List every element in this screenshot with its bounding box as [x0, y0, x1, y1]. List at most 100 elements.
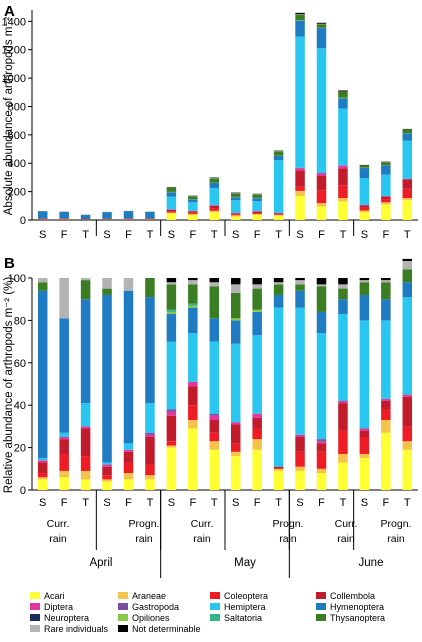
panel-b-bar-9-hymenoptera: [209, 318, 220, 342]
panel-b-bar-13-coleoptera: [295, 451, 305, 467]
panel-a-bar-9-coleoptera: [209, 208, 220, 211]
panel-b-bar-9-coleoptera: [209, 432, 220, 442]
legend-label-collembola: Collembola: [330, 591, 375, 601]
panel-b-bar-11-rare-individuals: [252, 284, 262, 289]
panel-b-bar-6-hymenoptera: [145, 297, 155, 404]
panel-b-bar-7-not-determinable: [166, 278, 177, 283]
panel-b-bar-10-araneae: [230, 451, 241, 457]
panel-a-bar-3-hymenoptera: [80, 215, 91, 220]
panel-a-xtick-label: T: [275, 229, 282, 241]
panel-a-bar-13-coleoptera: [295, 186, 305, 191]
legend-swatch-gastropoda: [118, 603, 128, 610]
panel-b-bar-6-hemiptera: [145, 403, 155, 433]
panel-a-bar-11-collembola: [252, 211, 262, 214]
legend-label-hymenoptera: Hymenoptera: [330, 602, 384, 612]
panel-b-xtick-label: F: [382, 497, 389, 509]
panel-a-bar-17-acari: [381, 204, 391, 220]
panel-a-bar-14-araneae: [316, 202, 327, 207]
panel-b-bar-7-araneae: [166, 445, 177, 448]
panel-a-ytick-label: 1000: [2, 73, 26, 85]
panel-b-bar-17-thysanoptera: [381, 282, 391, 300]
panel-b-bar-11-thysanoptera: [252, 288, 262, 310]
group-label-april-progn-line1: Progn.: [129, 518, 160, 530]
group-label-may-progn-line2: rain: [279, 533, 297, 545]
panel-b-bar-10-acari: [230, 456, 241, 490]
panel-b-bar-9-acari: [209, 449, 220, 490]
panel-b-bar-15-diptera: [338, 400, 348, 404]
panel-b-bar-8-coleoptera: [188, 405, 198, 421]
panel-b-bar-7-thysanoptera: [166, 284, 177, 310]
panel-b-bar-3-coleoptera: [80, 456, 91, 471]
panel-b-bar-18-araneae: [402, 441, 413, 450]
panel-a-bar-15-diptera: [338, 165, 348, 169]
panel-a-bar-18-collembola: [402, 179, 413, 189]
legend-label-hemiptera: Hemiptera: [224, 602, 266, 612]
panel-b-bar-1-araneae: [37, 477, 48, 480]
panel-b-bar-6-diptera: [145, 434, 155, 437]
panel-b-bar-9-gastropoda: [209, 413, 220, 416]
panel-b-ytick-label: 60: [14, 358, 26, 370]
panel-b-bar-4-hymenoptera: [102, 294, 112, 463]
panel-a-bar-4-hymenoptera: [102, 212, 112, 219]
panel-a-bar-10-araneae: [230, 215, 241, 217]
panel-a-bar-15-araneae: [338, 198, 348, 202]
panel-b-bar-17-hymenoptera: [381, 299, 391, 321]
panel-a-bar-2-collembola: [59, 218, 69, 220]
panel-a-bar-6-hymenoptera: [145, 211, 155, 219]
panel-b-bar-4-thysanoptera: [102, 288, 112, 295]
panel-b-bar-3-acari: [80, 479, 91, 490]
panel-b-bar-8-araneae: [188, 420, 198, 429]
panel-a-ytick-label: 0: [20, 215, 26, 227]
panel-a-bar-8-hymenoptera: [188, 199, 198, 203]
legend-swatch-not-determinable: [118, 625, 128, 632]
panel-b-bar-18-hymenoptera: [402, 282, 413, 298]
panel-b-bar-17-collembola: [381, 400, 391, 410]
panel-b-bar-1-hymenoptera: [37, 290, 48, 459]
panel-a-bar-10-thysanoptera: [230, 193, 241, 197]
panel-a-bar-12-araneae: [273, 214, 284, 216]
panel-b-bar-5-coleoptera: [123, 462, 134, 474]
panel-b-bar-13-araneae: [295, 466, 305, 471]
panel-a-bar-10-collembola: [230, 213, 241, 215]
panel-a-xtick-label: S: [103, 229, 110, 241]
legend-swatch-neuroptera: [30, 614, 40, 621]
panel-b-xtick-label: F: [189, 497, 196, 509]
panel-b-bar-5-araneae: [123, 473, 134, 480]
panel-a-bar-12-thysanoptera: [273, 151, 284, 156]
group-label-june-progn-line2: rain: [387, 533, 405, 545]
panel-b-bar-10-not-determinable: [230, 278, 241, 285]
panel-a-bar-17-collembola: [381, 196, 391, 200]
legend-label-saltatoria: Saltatoria: [224, 613, 262, 623]
panel-a-bar-10-hemiptera: [230, 200, 241, 213]
panel-b-bar-3-rare-individuals: [80, 278, 91, 281]
panel-b-bar-4-araneae: [102, 479, 112, 482]
panel-b-bar-8-thysanoptera: [188, 284, 198, 304]
panel-b-bar-5-diptera: [123, 449, 134, 452]
panel-b-bar-14-gastropoda: [316, 439, 327, 442]
panel-b-bar-13-hemiptera: [295, 307, 305, 435]
panel-a-xtick-label: F: [61, 229, 68, 241]
legend-label-not-determinable: Not determinable: [132, 624, 201, 634]
panel-b-bar-1-rare-individuals: [37, 278, 48, 283]
panel-a-bar-13-hemiptera: [295, 36, 305, 168]
panel-a-bar-8-collembola: [188, 211, 198, 213]
panel-b-plot: 0 20 40 60 80 100 S F T S F T S F T S F T S F T S F T: [8, 258, 418, 578]
panel-b-bar-12-acari: [273, 470, 284, 490]
panel-b-bar-14-diptera: [316, 441, 327, 444]
panel-a-bar-13-not-determinable: [295, 12, 305, 14]
panel-b-bar-16-collembola: [359, 430, 370, 437]
legend-label-gastropoda: Gastropoda: [132, 602, 179, 612]
panel-b-xtick-label: S: [168, 497, 175, 509]
panel-b-bar-17-araneae: [381, 420, 391, 433]
panel-b-bar-13-thysanoptera: [295, 284, 305, 291]
panel-a-bar-10-coleoptera: [230, 214, 241, 216]
panel-b-bar-8-diptera: [188, 381, 198, 387]
panel-a-bar-9-acari: [209, 212, 220, 220]
group-label-may-curr-line2: rain: [193, 533, 211, 545]
group-label-may-curr-line1: Curr.: [191, 518, 214, 530]
legend-swatch-opiliones: [118, 614, 128, 621]
panel-a-bar-6-collembola: [145, 218, 155, 220]
panel-a-bar-13-hymenoptera: [295, 20, 305, 37]
panel-a-bar-12-collembola: [273, 213, 284, 215]
